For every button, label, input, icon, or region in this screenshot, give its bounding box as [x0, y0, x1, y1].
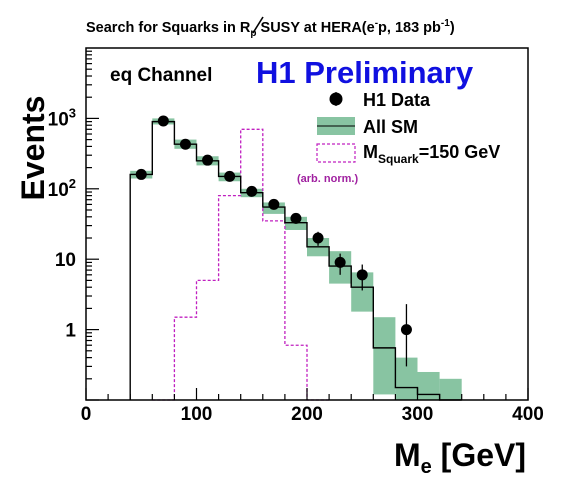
signal-histogram: [152, 128, 330, 401]
y-tick-label: 102: [48, 176, 76, 201]
legend-signal-val: =150 GeV: [419, 142, 501, 162]
x-axis-label: Me [GeV]: [394, 437, 526, 477]
x-axis-label-sub: e: [421, 456, 432, 477]
sm-band-bin: [373, 317, 396, 395]
title-rp: R: [240, 20, 251, 36]
rp-slash: [252, 16, 264, 34]
title-end: ): [450, 20, 455, 36]
x-axis-label-main: M: [394, 437, 421, 473]
data-point: [400, 324, 412, 336]
title-lumi-sup: -1: [441, 18, 450, 29]
title-e-sup: -: [375, 18, 378, 29]
x-tick-label: 0: [81, 404, 92, 425]
preliminary-label: H1 Preliminary: [256, 55, 474, 90]
data-point: [179, 138, 191, 150]
legend-signal-sub: Squark: [378, 152, 419, 166]
y-axis-label: Events: [15, 96, 51, 201]
legend: H1 Data All SM MSquark=150 GeV (arb. nor…: [297, 90, 500, 185]
title-rp-sub: p: [250, 28, 256, 39]
title-pre: Search for Squarks in: [86, 20, 240, 36]
legend-signal-label: MSquark=150 GeV: [363, 142, 500, 166]
legend-sm-label: All SM: [363, 117, 418, 137]
chart-title: Search for Squarks in Rp SUSY at HERA(e-…: [86, 18, 455, 39]
data-point: [135, 168, 147, 180]
data-point: [334, 256, 346, 268]
channel-label: eq Channel: [110, 65, 212, 86]
title-post: p, 183 pb: [378, 20, 441, 36]
y-tick-label: 10: [55, 250, 76, 271]
sm-band-bin: [351, 272, 374, 312]
data-point: [246, 185, 258, 197]
x-axis-ticks: 0 100 200 300 400: [81, 388, 544, 425]
x-tick-label: 300: [402, 404, 434, 425]
sm-band-bin: [417, 371, 440, 400]
signal-line: [152, 128, 330, 401]
x-tick-label: 400: [512, 404, 544, 425]
x-axis-label-unit: [GeV]: [432, 437, 526, 473]
y-tick-label: 1: [65, 321, 76, 342]
legend-data-label: H1 Data: [363, 90, 431, 110]
data-point: [312, 232, 324, 244]
sm-band-bin: [395, 357, 418, 400]
data-point: [268, 198, 280, 210]
legend-signal-swatch: [316, 143, 356, 163]
y-axis-ticks: 1 10 102 103: [48, 50, 99, 401]
sm-line: [129, 120, 462, 401]
data-point: [202, 154, 214, 166]
legend-signal-main: M: [363, 142, 378, 162]
sm-band-bin: [439, 378, 462, 400]
x-tick-label: 100: [181, 404, 213, 425]
x-tick-label: 200: [291, 404, 323, 425]
sm-histogram: [129, 120, 462, 401]
data-point: [290, 212, 302, 224]
sm-uncertainty-band: [130, 118, 462, 400]
data-point: [356, 269, 368, 281]
y-tick-label: 103: [48, 105, 76, 130]
title-mid: SUSY at HERA(e: [257, 20, 375, 36]
data-point: [157, 115, 169, 127]
legend-signal-note: (arb. norm.): [297, 173, 358, 185]
data-points: [135, 115, 412, 367]
data-point: [224, 170, 236, 182]
